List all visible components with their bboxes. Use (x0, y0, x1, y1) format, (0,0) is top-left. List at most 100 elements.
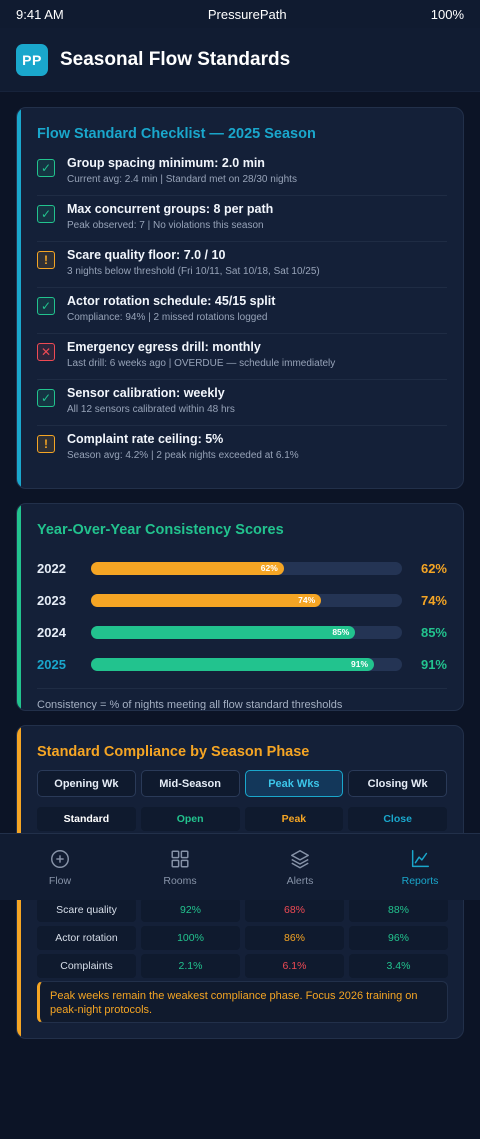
table-cell-open: 2.1% (141, 954, 240, 978)
nav-item-rooms[interactable]: Rooms (120, 834, 240, 900)
check-icon: ✓ (37, 159, 55, 177)
checklist-item[interactable]: ✓ Sensor calibration: weekly All 12 sens… (37, 380, 447, 426)
phase-tabs: Opening Wk Mid-Season Peak Wks Closing W… (37, 770, 447, 797)
status-time: 9:41 AM (16, 6, 64, 22)
scores-footnote: Consistency = % of nights meeting all fl… (37, 688, 447, 710)
checklist-card: Flow Standard Checklist — 2025 Season ✓ … (16, 107, 464, 489)
app-header: PP Seasonal Flow Standards (0, 28, 480, 92)
column-header-open: Open (140, 807, 240, 831)
score-year: 2025 (37, 656, 66, 672)
table-cell-close: 3.4% (349, 954, 448, 978)
compliance-table-header: Standard Open Peak Close (37, 807, 447, 831)
checklist-title: Flow Standard Checklist — 2025 Season (37, 126, 316, 142)
table-cell-peak: 6.1% (245, 954, 344, 978)
tab-peak-weeks[interactable]: Peak Wks (244, 770, 344, 797)
checklist-item-detail: Current avg: 2.4 min | Standard met on 2… (67, 174, 297, 185)
score-value: 62% (420, 560, 447, 576)
score-bar-fill: 62% (91, 561, 284, 575)
score-row: 2025 91% 91% (37, 648, 447, 680)
column-header-peak: Peak (244, 807, 344, 831)
table-row: Scare quality 92% 68% 88% (37, 898, 448, 922)
tab-opening-week[interactable]: Opening Wk (37, 770, 136, 797)
check-icon: ✓ (37, 389, 55, 407)
compliance-title: Standard Compliance by Season Phase (37, 744, 310, 760)
checklist-item-title: Max concurrent groups: 8 per path (67, 202, 274, 216)
table-cell-peak: 68% (245, 898, 344, 922)
score-bar-track: 85% (91, 625, 402, 639)
nav-item-flow[interactable]: Flow (0, 834, 120, 900)
score-bar-track: 74% (91, 593, 402, 607)
nav-label: Reports (401, 874, 439, 887)
checklist-item-detail: Compliance: 94% | 2 missed rotations log… (67, 312, 268, 323)
checklist-item-title: Sensor calibration: weekly (67, 386, 225, 400)
nav-label: Flow (48, 874, 72, 887)
checklist-item[interactable]: ✓ Actor rotation schedule: 45/15 split C… (37, 288, 447, 334)
checklist-item[interactable]: ✓ Group spacing minimum: 2.0 min Current… (37, 150, 447, 196)
checklist-item[interactable]: ! Complaint rate ceiling: 5% Season avg:… (37, 426, 447, 472)
checklist-item-title: Scare quality floor: 7.0 / 10 (67, 248, 226, 262)
table-cell-standard: Actor rotation (37, 926, 136, 950)
chart-icon (411, 849, 429, 867)
score-bar-fill: 85% (91, 625, 356, 639)
checklist-item[interactable]: ✓ Max concurrent groups: 8 per path Peak… (37, 196, 447, 242)
grid-icon (171, 849, 189, 868)
warning-icon: ! (37, 251, 55, 269)
table-cell-open: 92% (141, 898, 240, 922)
score-row: 2023 74% 74% (37, 584, 447, 616)
checklist-item[interactable]: ✕ Emergency egress drill: monthly Last d… (37, 334, 447, 380)
checklist-item-detail: Peak observed: 7 | No violations this se… (67, 220, 264, 231)
table-cell-close: 88% (349, 898, 448, 922)
table-cell-standard: Complaints (37, 954, 136, 978)
compliance-table-body: Scare quality 92% 68% 88% Actor rotation… (37, 898, 448, 982)
score-year: 2022 (37, 560, 66, 576)
plus-circle-icon (51, 849, 69, 868)
check-icon: ✓ (37, 297, 55, 315)
warning-icon: ! (37, 435, 55, 453)
checklist-item-detail: Last drill: 6 weeks ago | OVERDUE — sche… (67, 358, 336, 369)
status-bar: 9:41 AM PressurePath 100% (0, 0, 480, 28)
consistency-scores-card: Year-Over-Year Consistency Scores 2022 6… (16, 503, 464, 711)
compliance-insight-note: Peak weeks remain the weakest compliance… (37, 981, 448, 1023)
score-value: 85% (420, 624, 447, 640)
page-title: Seasonal Flow Standards (60, 48, 291, 70)
checklist-item-title: Group spacing minimum: 2.0 min (67, 156, 265, 170)
checklist-item-detail: Season avg: 4.2% | 2 peak nights exceede… (67, 450, 299, 461)
score-bar-fill: 74% (91, 593, 322, 607)
table-cell-close: 96% (349, 926, 448, 950)
card-accent-bar (17, 108, 21, 488)
bottom-nav: Flow Rooms Alerts Reports (0, 833, 480, 900)
score-row: 2024 85% 85% (37, 616, 447, 648)
tab-closing-week[interactable]: Closing Wk (348, 770, 447, 797)
scores-title: Year-Over-Year Consistency Scores (37, 522, 284, 538)
app-logo: PP (16, 43, 48, 76)
table-cell-open: 100% (141, 926, 240, 950)
cross-icon: ✕ (37, 343, 55, 361)
check-icon: ✓ (37, 205, 55, 223)
checklist-item-title: Emergency egress drill: monthly (67, 340, 261, 354)
checklist-item-title: Actor rotation schedule: 45/15 split (67, 294, 276, 308)
status-battery: 100% (430, 6, 464, 22)
nav-item-alerts[interactable]: Alerts (240, 834, 360, 900)
table-cell-peak: 86% (245, 926, 344, 950)
score-year: 2023 (37, 592, 66, 608)
table-row: Complaints 2.1% 6.1% 3.4% (37, 954, 448, 978)
nav-label: Rooms (163, 874, 197, 887)
score-list: 2022 62% 62% 2023 74% 74% 2024 85% 85% (37, 552, 447, 680)
checklist-item[interactable]: ! Scare quality floor: 7.0 / 10 3 nights… (37, 242, 447, 288)
checklist: ✓ Group spacing minimum: 2.0 min Current… (37, 150, 447, 472)
status-app-name: PressurePath (207, 6, 287, 22)
checklist-item-detail: All 12 sensors calibrated within 48 hrs (67, 404, 235, 415)
score-year: 2024 (37, 624, 66, 640)
nav-item-reports[interactable]: Reports (360, 834, 480, 900)
table-row: Actor rotation 100% 86% 96% (37, 926, 448, 950)
column-header-close: Close (348, 807, 447, 831)
table-cell-standard: Scare quality (37, 898, 136, 922)
score-value: 91% (420, 656, 447, 672)
checklist-item-detail: 3 nights below threshold (Fri 10/11, Sat… (67, 266, 320, 277)
column-header-standard: Standard (37, 807, 136, 831)
tab-mid-season[interactable]: Mid-Season (140, 770, 240, 797)
score-value: 74% (420, 592, 447, 608)
checklist-item-title: Complaint rate ceiling: 5% (67, 432, 224, 446)
nav-label: Alerts (286, 874, 314, 887)
